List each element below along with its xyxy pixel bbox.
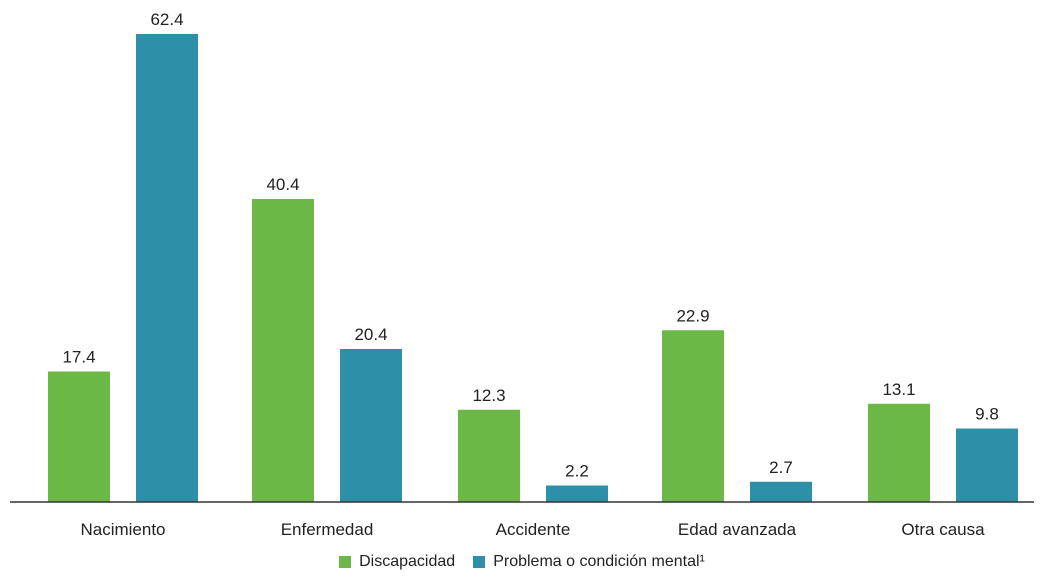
bar-problema-o-condicion-mental-nacimiento: [136, 34, 198, 502]
legend-label-problema-mental: Problema o condición mental¹: [493, 553, 705, 570]
bar-discapacidad-enfermedad: [252, 199, 314, 502]
category-label-accidente: Accidente: [496, 520, 571, 539]
value-label-discapacidad-otra-causa: 13.1: [882, 380, 915, 399]
bar-problema-o-condicion-mental-enfermedad: [340, 349, 402, 502]
bars-layer: [48, 34, 1018, 502]
value-label-problema-o-condicion-mental-nacimiento: 62.4: [150, 10, 183, 29]
category-label-enfermedad: Enfermedad: [281, 520, 374, 539]
category-label-otra-causa: Otra causa: [901, 520, 985, 539]
value-label-discapacidad-nacimiento: 17.4: [62, 348, 95, 367]
legend-item-discapacidad: Discapacidad: [339, 553, 455, 571]
bar-problema-o-condicion-mental-otra-causa: [956, 428, 1018, 502]
value-label-problema-o-condicion-mental-otra-causa: 9.8: [975, 405, 999, 424]
legend: Discapacidad Problema o condición mental…: [0, 553, 1044, 571]
bar-discapacidad-nacimiento: [48, 371, 110, 502]
bar-discapacidad-accidente: [458, 409, 520, 502]
legend-item-problema-mental: Problema o condición mental¹: [473, 553, 705, 571]
bar-problema-o-condicion-mental-edad-avanzada: [750, 481, 812, 502]
value-label-problema-o-condicion-mental-enfermedad: 20.4: [354, 325, 387, 344]
value-label-discapacidad-enfermedad: 40.4: [266, 175, 299, 194]
legend-swatch-discapacidad: [339, 556, 352, 568]
value-labels-layer: 17.4 40.4 12.3 22.9 13.1 62.4 20.4 2.2 2.7 9.8: [62, 10, 998, 481]
category-labels-layer: Nacimiento Enfermedad Accidente Edad avanza…: [80, 520, 985, 539]
category-label-nacimiento: Nacimiento: [80, 520, 165, 539]
legend-swatch-problema-mental: [473, 556, 486, 568]
bar-discapacidad-edad-avanzada: [662, 330, 724, 502]
bar-problema-o-condicion-mental-accidente: [546, 485, 608, 502]
value-label-discapacidad-edad-avanzada: 22.9: [676, 306, 709, 325]
value-label-problema-o-condicion-mental-accidente: 2.2: [565, 462, 589, 481]
legend-label-discapacidad: Discapacidad: [359, 553, 456, 570]
bar-discapacidad-otra-causa: [868, 403, 930, 502]
category-label-edad-avanzada: Edad avanzada: [678, 520, 797, 539]
value-label-problema-o-condicion-mental-edad-avanzada: 2.7: [769, 458, 793, 477]
value-label-discapacidad-accidente: 12.3: [472, 386, 505, 405]
